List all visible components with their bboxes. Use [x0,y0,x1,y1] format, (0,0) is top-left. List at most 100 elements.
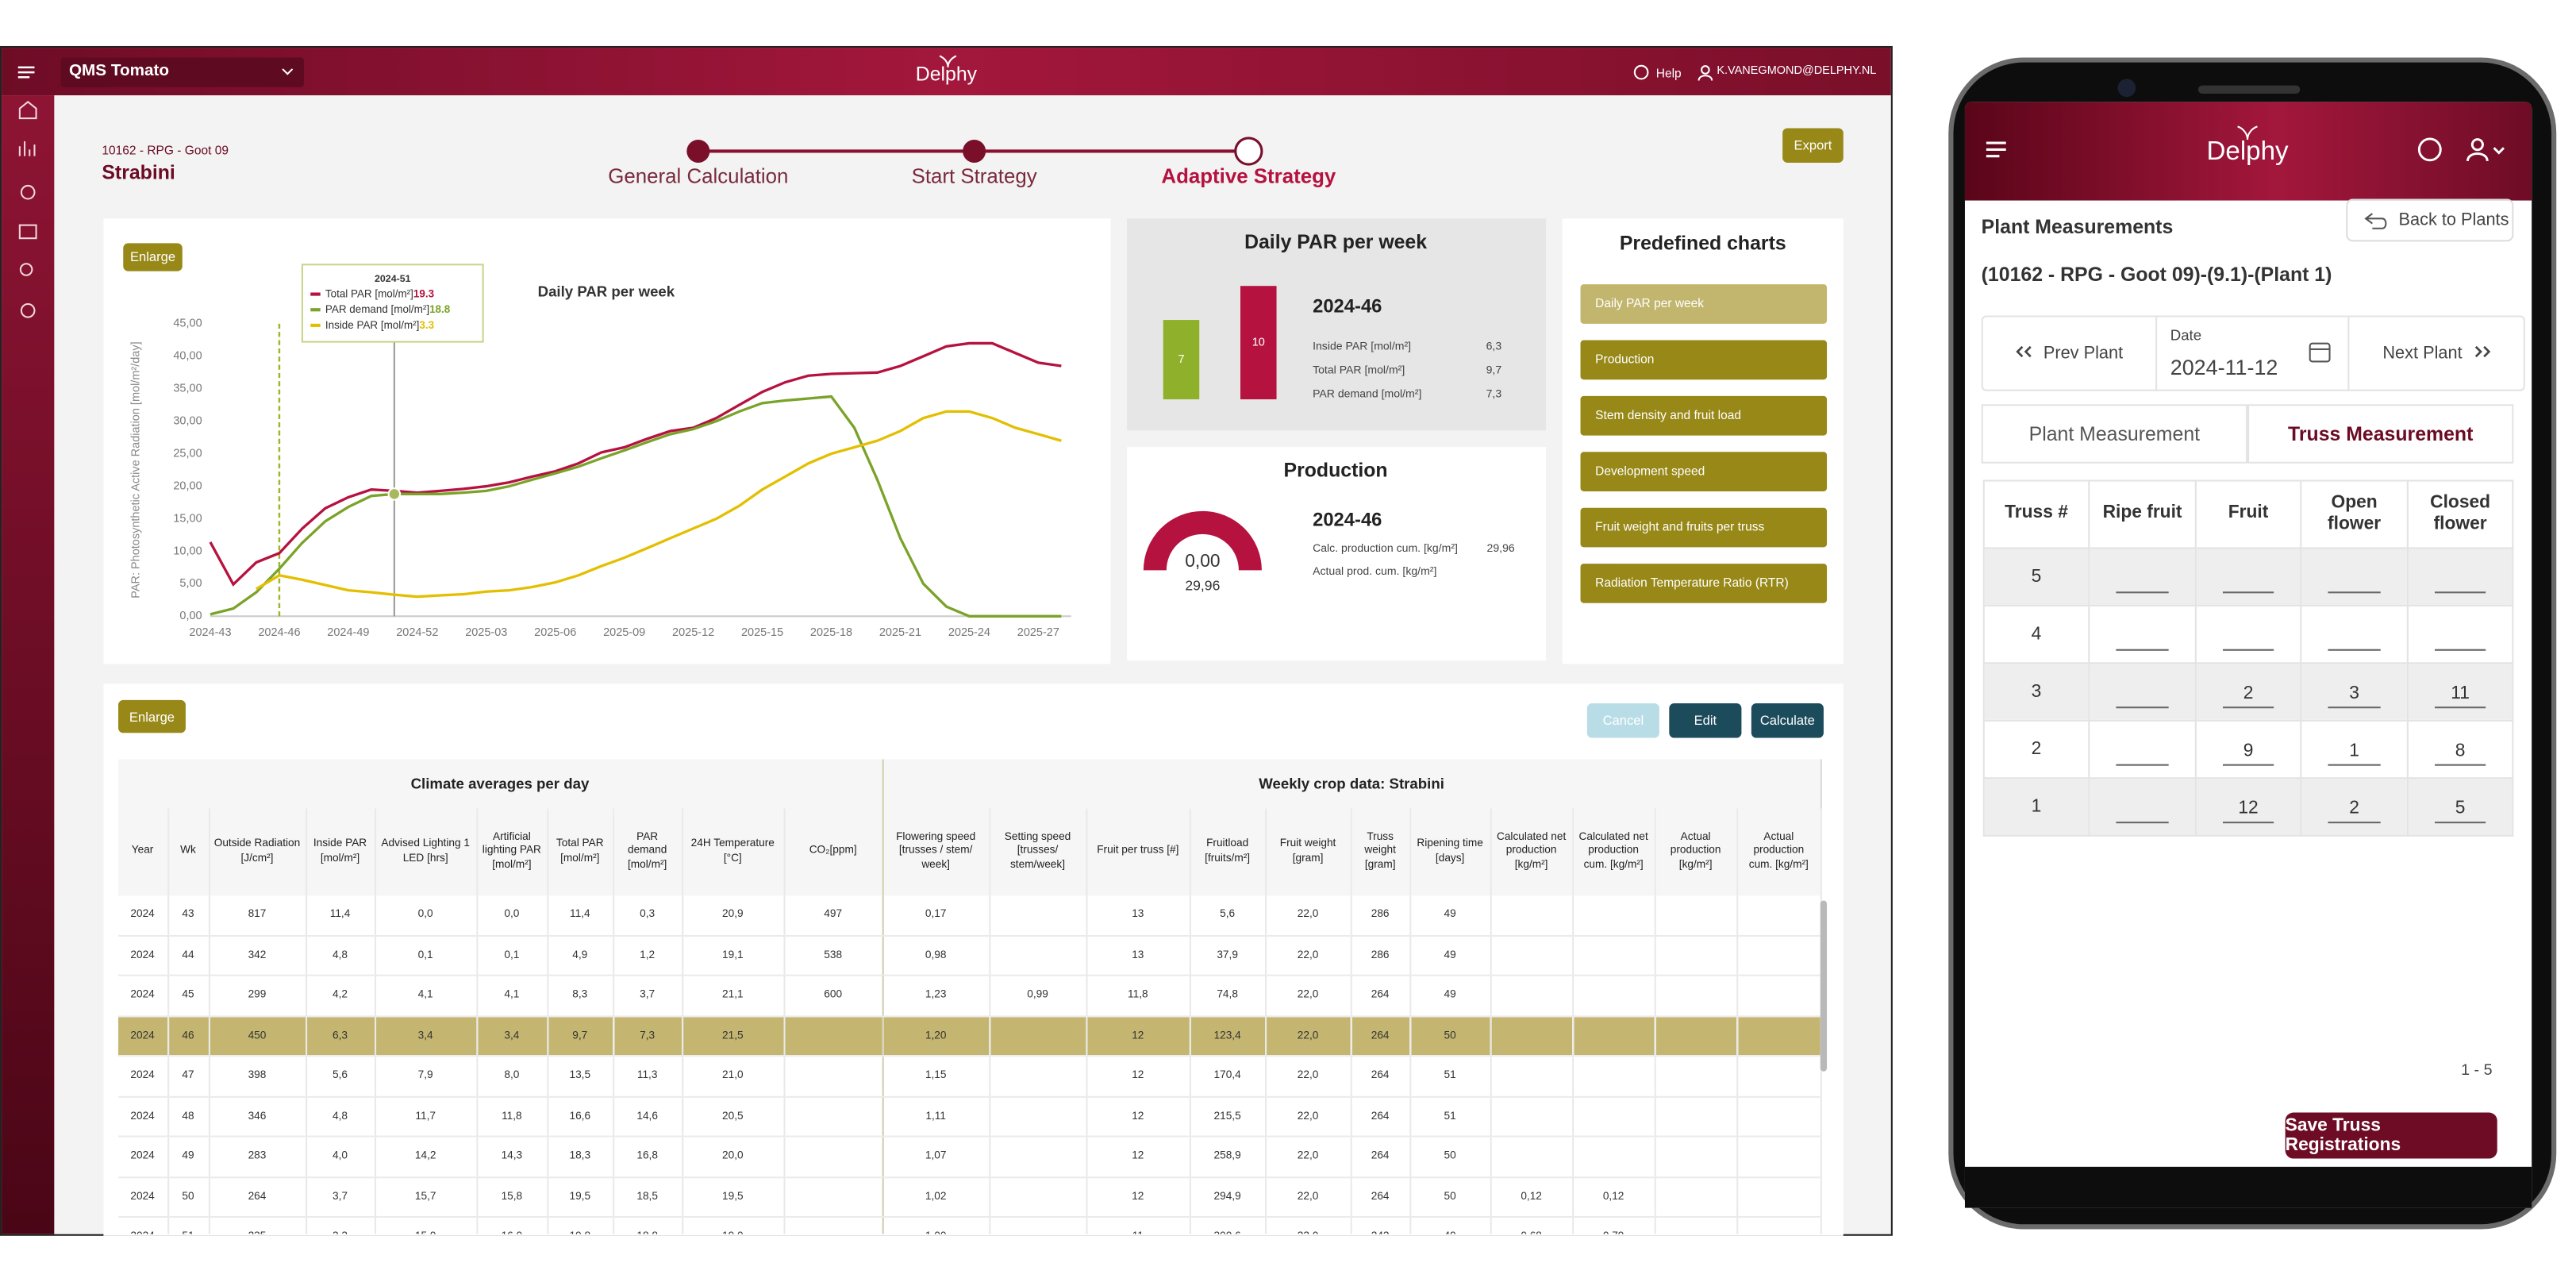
truss-input[interactable]: 2 [2222,680,2274,709]
x-tick-label: 2025-06 [534,626,576,639]
table-cell: 264 [1350,975,1411,1017]
truss-input[interactable] [2328,623,2381,651]
truss-input[interactable] [2116,565,2169,594]
predefined-chart-button[interactable]: Development speed [1580,452,1828,491]
x-tick-label: 2024-46 [258,626,300,639]
predefined-chart-button[interactable]: Radiation Temperature Ratio (RTR) [1580,564,1828,603]
y-tick-label: 35,00 [173,383,202,395]
truss-input[interactable]: 12 [2222,795,2274,824]
truss-input[interactable]: 9 [2222,738,2274,766]
table-cell: 7,9 [375,1056,478,1097]
truss-input[interactable] [2328,565,2381,594]
truss-input[interactable] [2116,738,2169,766]
help-icon[interactable] [1633,64,1650,81]
column-header: Actual production [kg/m²] [1654,808,1738,896]
user-menu[interactable]: K.VANEGMOND@DELPHY.NL [1717,65,1877,78]
truss-cell [2300,547,2409,606]
step-label[interactable]: Adaptive Strategy [1161,165,1336,187]
gauge-total: 29,96 [1185,578,1220,594]
table-cell [1736,1216,1822,1234]
table-cell: 19,5 [682,1176,785,1218]
table-cell: 1,00 [882,1216,990,1234]
table-cell: 19,1 [682,934,785,976]
column-header: Wk [167,808,210,896]
truss-input[interactable] [2116,680,2169,709]
calendar-icon[interactable] [2309,341,2332,364]
truss-input[interactable]: 8 [2435,738,2486,766]
truss-number: 2 [1982,719,2090,780]
save-button[interactable]: Save Truss Registrations [2285,1112,2497,1159]
stat-value: 9,7 [1486,364,1502,376]
table-cell: 9,7 [547,1015,614,1057]
truss-number: 1 [1982,777,2090,837]
predefined-chart-button[interactable]: Daily PAR per week [1580,284,1828,324]
truss-input[interactable] [2435,623,2486,651]
truss-input[interactable]: 11 [2435,680,2486,709]
predefined-chart-button[interactable]: Fruit weight and fruits per truss [1580,507,1828,548]
enlarge-button[interactable]: Enlarge [123,243,183,271]
table-row: 2024 48 346 4,8 11,7 11,8 16,6 14,6 20,5 1,11 12 21… [118,1095,1822,1138]
column-header: Calculated net production cum. [kg/m²] [1572,808,1655,896]
table-cell [1654,1136,1738,1178]
table-cell: 0,98 [882,934,990,976]
chevrons [2474,345,2490,358]
tooltip-row: Total PAR [mol/m²]19.3 [325,287,434,299]
sidebar-icons[interactable] [2,95,54,358]
column-header: Advised Lighting 1 LED [hrs] [375,808,478,896]
truss-input[interactable]: 5 [2435,795,2486,824]
table-cell: 3,7 [613,975,683,1017]
step-label[interactable]: General Calculation [608,165,788,187]
step-label[interactable]: Start Strategy [912,165,1037,187]
menu-icon[interactable] [17,64,37,81]
truss-input[interactable]: 1 [2328,738,2381,766]
pagination[interactable]: 1 - 5 [2461,1061,2493,1080]
enlarge-button[interactable]: Enlarge [118,699,186,733]
table-cell: 264 [1350,1176,1411,1218]
table-cell: 43 [167,895,210,936]
date-value: 2024-11-12 [2170,355,2278,380]
table-cell [1736,975,1822,1017]
truss-input[interactable] [2222,623,2274,651]
predefined-chart-button[interactable]: Production [1580,340,1828,380]
table-cell: 22,0 [1265,1056,1351,1097]
truss-input[interactable] [2116,623,2169,651]
tab[interactable]: Plant Measurement [1981,404,2248,464]
truss-number: 4 [1982,604,2090,664]
truss-input[interactable]: 2 [2328,795,2381,824]
y-axis-label: PAR: Photosynthetic Active Radiation [mo… [130,341,143,598]
edit-button[interactable]: Edit [1669,703,1742,738]
truss-input[interactable] [2222,565,2274,594]
truss-input[interactable]: 3 [2328,680,2381,709]
date-field[interactable]: Date 2024-11-12 [2155,315,2350,391]
export-button[interactable]: Export [1782,128,1844,163]
column-header: Fruitload [fruits/m²] [1190,808,1267,896]
table-cell [1736,1176,1822,1218]
table-cell: 258,9 [1190,1136,1267,1178]
next-plant-button[interactable]: Next Plant [2349,315,2525,391]
back-button[interactable]: Back to Plants [2346,198,2514,242]
breadcrumb-variety: Strabini [102,160,175,184]
app-select[interactable]: QMS Tomato [60,57,304,87]
scrollbar[interactable] [1820,900,1828,1072]
column-header: Open flower [2300,479,2409,549]
table-cell [1572,975,1655,1017]
table-cell: 18,3 [547,1136,614,1178]
cancel-button[interactable]: Cancel [1586,703,1659,738]
table-cell: 22,0 [1265,1136,1351,1178]
step-dot [686,139,710,163]
phone-menu-icon[interactable] [1985,140,2008,160]
truss-input[interactable] [2116,795,2169,824]
calculate-button[interactable]: Calculate [1751,703,1824,738]
help-link[interactable]: Help [1655,65,1682,81]
tab-active[interactable]: Truss Measurement [2247,404,2514,464]
x-tick-label: 2025-24 [948,626,990,639]
column-header: 24H Temperature [°C] [682,808,785,896]
phone-header-icons[interactable] [2415,137,2513,163]
y-tick-label: 0,00 [179,610,202,622]
top-bar [2,48,1891,96]
phone-title: Plant Measurements [1981,215,2174,239]
truss-input[interactable] [2435,565,2486,594]
predefined-chart-button[interactable]: Stem density and fruit load [1580,395,1828,436]
prev-plant-button[interactable]: Prev Plant [1982,315,2155,391]
